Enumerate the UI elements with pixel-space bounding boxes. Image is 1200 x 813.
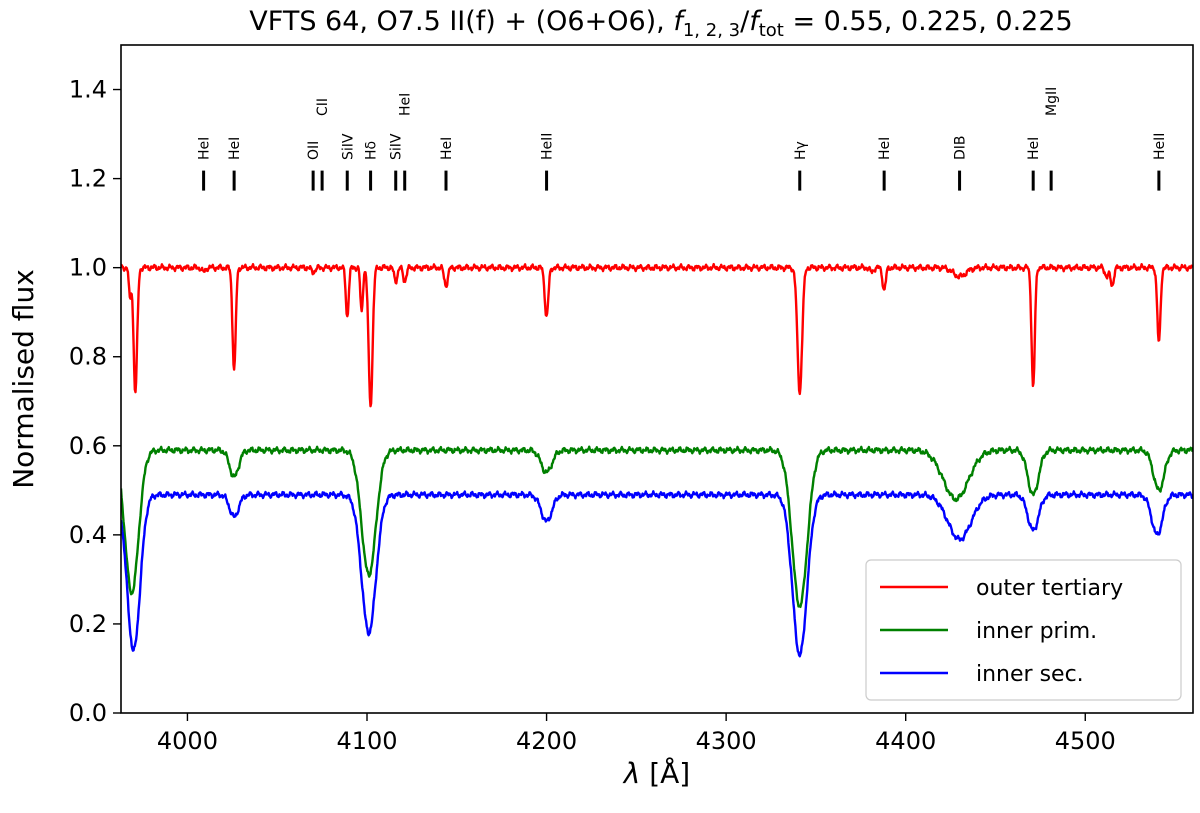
y-tick-label: 0.0 [69, 699, 107, 727]
line-id-label: SiIV [389, 133, 405, 160]
line-id-label: Hδ [364, 141, 380, 160]
x-axis-unit: [Å] [640, 756, 690, 790]
y-tick-label: 0.2 [69, 610, 107, 638]
line-id-label: OII [306, 141, 322, 160]
y-tick-label: 1.4 [69, 76, 107, 104]
x-tick-label: 4500 [1055, 727, 1116, 755]
title-suffix: = 0.55, 0.225, 0.225 [784, 6, 1073, 37]
chart-title: VFTS 64, O7.5 II(f) + (O6+O6), f1, 2, 3/… [249, 6, 1072, 41]
y-tick-label: 0.8 [69, 343, 107, 371]
line-id-label: HeI [398, 93, 414, 116]
x-tick-label: 4300 [696, 727, 757, 755]
y-axis-label: Normalised flux [7, 269, 40, 489]
plot-frame [120, 44, 1194, 714]
title-tot-subscript: tot [759, 20, 784, 41]
legend-label: outer tertiary [976, 576, 1123, 601]
line-id-label: SiIV [340, 133, 356, 160]
line-identifications: HeI HeI OII CII SiIV Hδ SiIV HeI HeI HeII Hγ HeI DIB… [197, 87, 1168, 191]
line-id-label: HeI [197, 137, 213, 160]
title-f-subscript: 1, 2, 3 [683, 20, 740, 41]
title-slash: / [740, 6, 750, 37]
x-axis-label: λ [Å] [622, 756, 690, 790]
x-tick-label: 4400 [875, 727, 936, 755]
y-tick-label: 1.0 [69, 254, 107, 282]
legend-box [865, 559, 1182, 701]
line-id-label: HeI [877, 137, 893, 160]
title-prefix: VFTS 64, O7.5 II(f) + (O6+O6), [249, 6, 673, 37]
spectra-series [121, 262, 1193, 658]
line-id-label: HeI [1026, 137, 1042, 160]
series-line [121, 262, 1193, 408]
x-axis-ticks: 4000 4100 4200 4300 4400 4500 [157, 713, 1116, 755]
y-tick-label: 1.2 [69, 165, 107, 193]
line-id-label: CII [315, 98, 331, 116]
x-tick-label: 4100 [336, 727, 397, 755]
line-id-label: DIB [953, 135, 969, 160]
legend-label: inner prim. [976, 619, 1097, 644]
x-tick-label: 4000 [157, 727, 218, 755]
line-id-label: HeII [540, 133, 556, 160]
line-id-label: HeI [227, 137, 243, 160]
y-tick-label: 0.6 [69, 432, 107, 460]
series-line [121, 490, 1193, 658]
y-axis-ticks: 0.0 0.2 0.4 0.6 0.8 1.0 1.2 1.4 [69, 76, 121, 727]
legend: outer tertiary inner prim. inner sec. [865, 559, 1182, 701]
line-id-label: HeI [439, 137, 455, 160]
line-id-label: Hγ [793, 141, 809, 160]
x-tick-label: 4200 [516, 727, 577, 755]
legend-label: inner sec. [976, 662, 1084, 687]
series-line [121, 445, 1193, 609]
x-axis-lambda: λ [622, 757, 641, 790]
y-tick-label: 0.4 [69, 521, 107, 549]
line-id-label: MgII [1044, 87, 1060, 116]
line-id-label: HeII [1152, 133, 1168, 160]
